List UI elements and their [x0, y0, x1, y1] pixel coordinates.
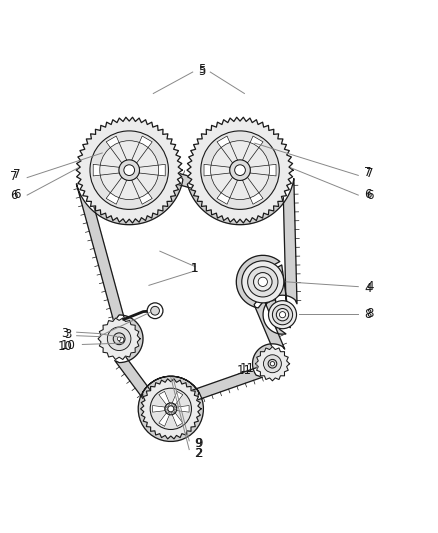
Text: 8: 8 — [364, 308, 371, 321]
Polygon shape — [243, 136, 263, 163]
Circle shape — [235, 165, 245, 175]
Circle shape — [201, 131, 279, 209]
Circle shape — [124, 165, 134, 175]
Circle shape — [276, 309, 289, 321]
Polygon shape — [217, 177, 237, 204]
Text: 3: 3 — [61, 327, 68, 340]
Polygon shape — [139, 164, 165, 176]
Circle shape — [170, 412, 172, 414]
Polygon shape — [250, 164, 276, 176]
Polygon shape — [76, 117, 182, 223]
Text: 9: 9 — [195, 438, 203, 450]
Polygon shape — [172, 413, 183, 426]
Text: 6: 6 — [366, 189, 374, 201]
Polygon shape — [243, 177, 263, 204]
Circle shape — [268, 301, 297, 329]
Text: 10: 10 — [57, 340, 72, 353]
Circle shape — [119, 337, 124, 342]
Polygon shape — [255, 346, 290, 381]
Circle shape — [170, 403, 172, 406]
Circle shape — [268, 359, 277, 368]
Polygon shape — [172, 391, 183, 405]
Circle shape — [174, 408, 176, 410]
Circle shape — [272, 304, 293, 325]
Polygon shape — [141, 379, 201, 439]
Text: 7: 7 — [364, 166, 372, 179]
Text: 6: 6 — [13, 188, 21, 201]
Circle shape — [173, 411, 175, 413]
Polygon shape — [106, 136, 127, 163]
Text: 11: 11 — [237, 364, 252, 377]
Polygon shape — [204, 164, 230, 176]
Circle shape — [165, 403, 177, 415]
Text: 7: 7 — [366, 167, 374, 180]
Circle shape — [168, 406, 174, 412]
Circle shape — [242, 261, 284, 303]
Polygon shape — [132, 177, 152, 204]
Circle shape — [173, 405, 175, 407]
Text: 2: 2 — [194, 448, 202, 461]
Circle shape — [107, 327, 131, 351]
Circle shape — [167, 411, 169, 413]
Circle shape — [117, 337, 121, 341]
Polygon shape — [93, 164, 119, 176]
Circle shape — [90, 131, 169, 209]
Text: 2: 2 — [195, 448, 203, 461]
Polygon shape — [159, 413, 170, 426]
Circle shape — [211, 141, 269, 199]
Circle shape — [113, 333, 125, 345]
Text: 1: 1 — [191, 262, 199, 275]
Polygon shape — [106, 177, 127, 204]
Polygon shape — [152, 406, 165, 412]
Text: 8: 8 — [367, 308, 374, 320]
Polygon shape — [98, 318, 140, 359]
Text: 6: 6 — [364, 188, 372, 201]
Text: 7: 7 — [13, 168, 21, 181]
Text: 4: 4 — [366, 280, 374, 293]
Polygon shape — [187, 117, 293, 223]
Circle shape — [247, 266, 278, 297]
Circle shape — [167, 405, 169, 407]
Polygon shape — [217, 136, 237, 163]
Text: 5: 5 — [198, 65, 205, 78]
Text: 7: 7 — [10, 170, 18, 183]
Circle shape — [166, 408, 168, 410]
Circle shape — [270, 361, 275, 366]
Circle shape — [150, 388, 191, 430]
Polygon shape — [159, 391, 170, 405]
Text: 3: 3 — [64, 328, 71, 341]
Circle shape — [258, 277, 268, 286]
Text: 10: 10 — [60, 339, 75, 352]
Polygon shape — [177, 406, 189, 412]
Circle shape — [230, 160, 251, 181]
Circle shape — [279, 312, 286, 318]
Text: 6: 6 — [10, 189, 18, 201]
Circle shape — [119, 160, 140, 181]
Circle shape — [254, 272, 272, 291]
Circle shape — [147, 303, 163, 319]
Circle shape — [100, 141, 159, 199]
Circle shape — [151, 306, 159, 315]
Polygon shape — [77, 173, 297, 441]
Text: 5: 5 — [198, 63, 205, 76]
Text: 1: 1 — [191, 262, 199, 275]
Circle shape — [264, 355, 281, 373]
Polygon shape — [132, 136, 152, 163]
Text: 9: 9 — [194, 438, 202, 450]
Text: 4: 4 — [364, 282, 372, 295]
Text: 11: 11 — [240, 361, 255, 375]
